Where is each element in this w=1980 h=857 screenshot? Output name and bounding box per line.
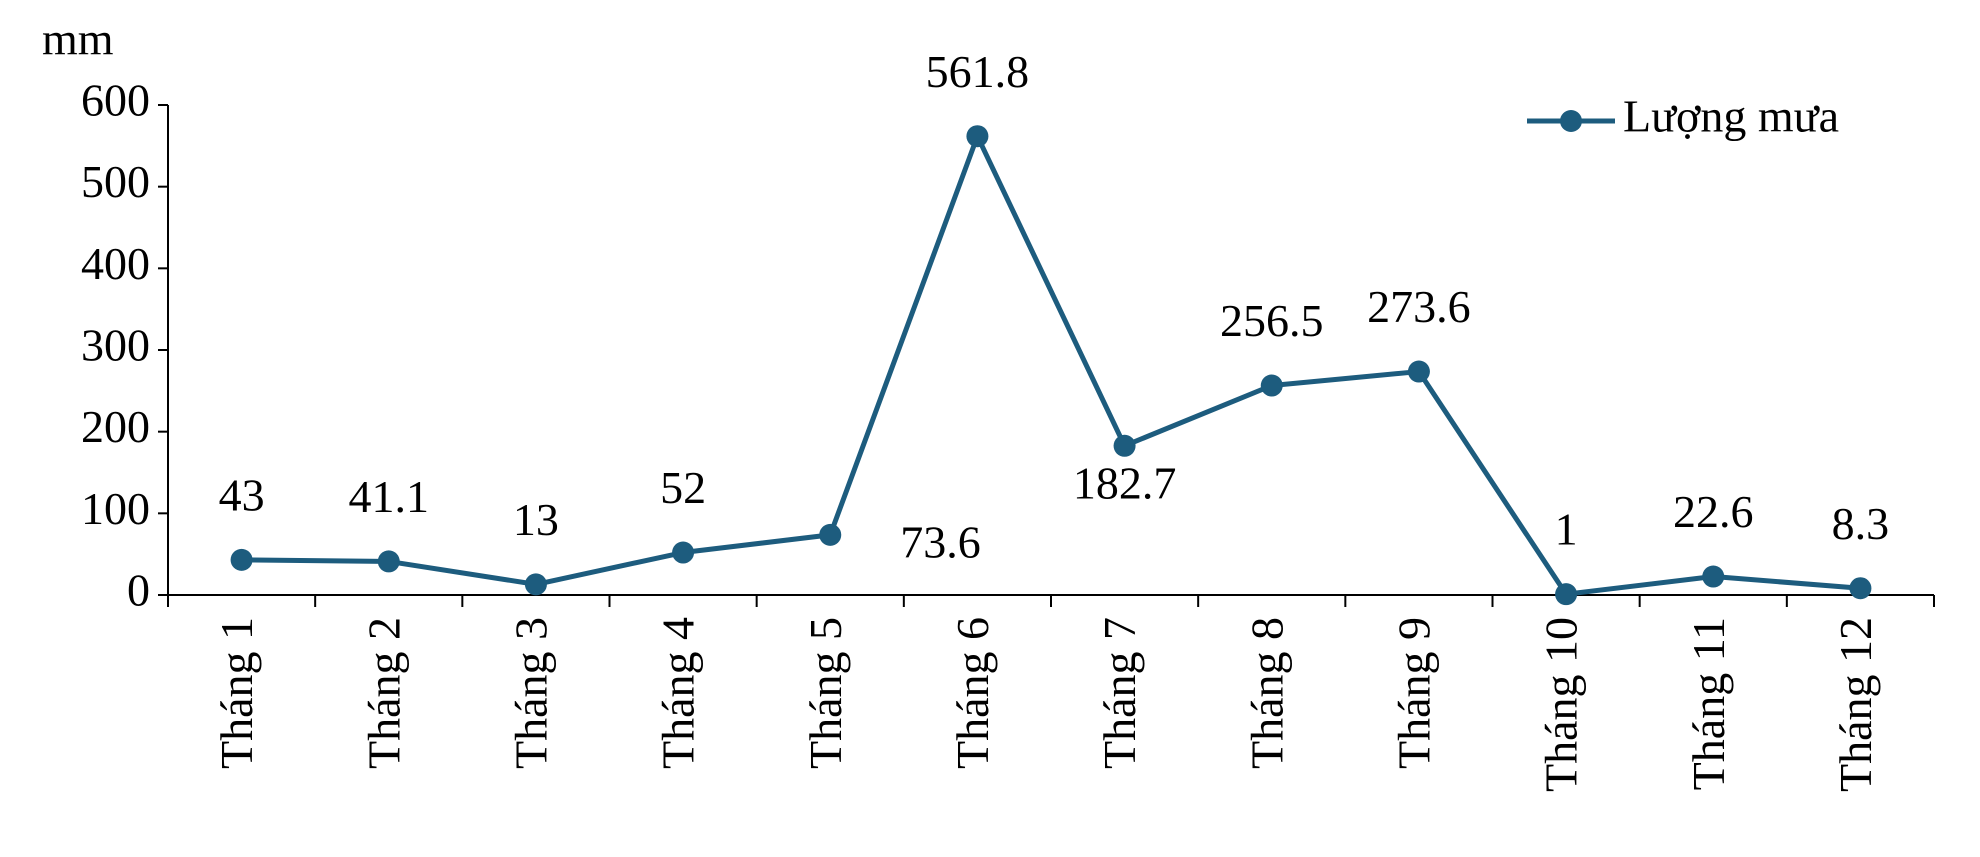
marker bbox=[1555, 583, 1578, 606]
x-tick-label: Tháng 11 bbox=[1683, 617, 1734, 790]
data-label: 182.7 bbox=[1073, 457, 1177, 508]
y-tick-label: 0 bbox=[127, 565, 150, 616]
data-label: 1 bbox=[1555, 504, 1578, 555]
y-tick-label: 600 bbox=[81, 75, 150, 126]
line bbox=[241, 133, 1861, 597]
y-tick-label: 300 bbox=[81, 320, 150, 371]
marker bbox=[966, 125, 989, 148]
x-tick-label: Tháng 8 bbox=[1241, 617, 1292, 769]
marker bbox=[1113, 434, 1136, 457]
marker bbox=[377, 550, 400, 573]
data-label: 8.3 bbox=[1832, 498, 1890, 549]
y-tick-label: 200 bbox=[81, 401, 150, 452]
data-label: 43 bbox=[219, 469, 265, 520]
marker bbox=[230, 548, 253, 571]
marker bbox=[672, 541, 695, 564]
x-tick-label: Tháng 4 bbox=[653, 617, 704, 769]
x-tick-label: Tháng 9 bbox=[1388, 617, 1439, 769]
marker bbox=[524, 573, 547, 596]
marker bbox=[819, 523, 842, 546]
data-label: 273.6 bbox=[1367, 281, 1471, 332]
data-label: 52 bbox=[660, 462, 706, 513]
marker bbox=[1260, 374, 1283, 397]
x-tick-label: Tháng 10 bbox=[1536, 617, 1587, 792]
y-axis-label: mm bbox=[42, 14, 114, 65]
data-label: 41.1 bbox=[349, 471, 430, 522]
data-label: 22.6 bbox=[1673, 486, 1754, 537]
data-label: 13 bbox=[513, 494, 559, 545]
y-tick-label: 500 bbox=[81, 156, 150, 207]
x-tick-label: Tháng 6 bbox=[947, 617, 998, 769]
x-tick-label: Tháng 2 bbox=[358, 617, 409, 769]
x-tick-label: Tháng 7 bbox=[1094, 617, 1145, 769]
legend-marker bbox=[1560, 110, 1582, 132]
legend-label: Lượng mưa bbox=[1623, 91, 1839, 142]
y-tick-label: 100 bbox=[81, 483, 150, 534]
x-tick-label: Tháng 5 bbox=[800, 617, 851, 769]
x-tick-label: Tháng 1 bbox=[211, 617, 262, 769]
data-label: 561.8 bbox=[926, 46, 1030, 97]
x-tick-label: Tháng 12 bbox=[1830, 617, 1881, 792]
marker bbox=[1407, 360, 1430, 383]
x-tick-label: Tháng 3 bbox=[505, 617, 556, 769]
y-tick-label: 400 bbox=[81, 238, 150, 289]
marker bbox=[1702, 565, 1725, 588]
data-label: 73.6 bbox=[900, 516, 981, 567]
data-label: 256.5 bbox=[1220, 295, 1324, 346]
marker bbox=[1849, 577, 1872, 600]
